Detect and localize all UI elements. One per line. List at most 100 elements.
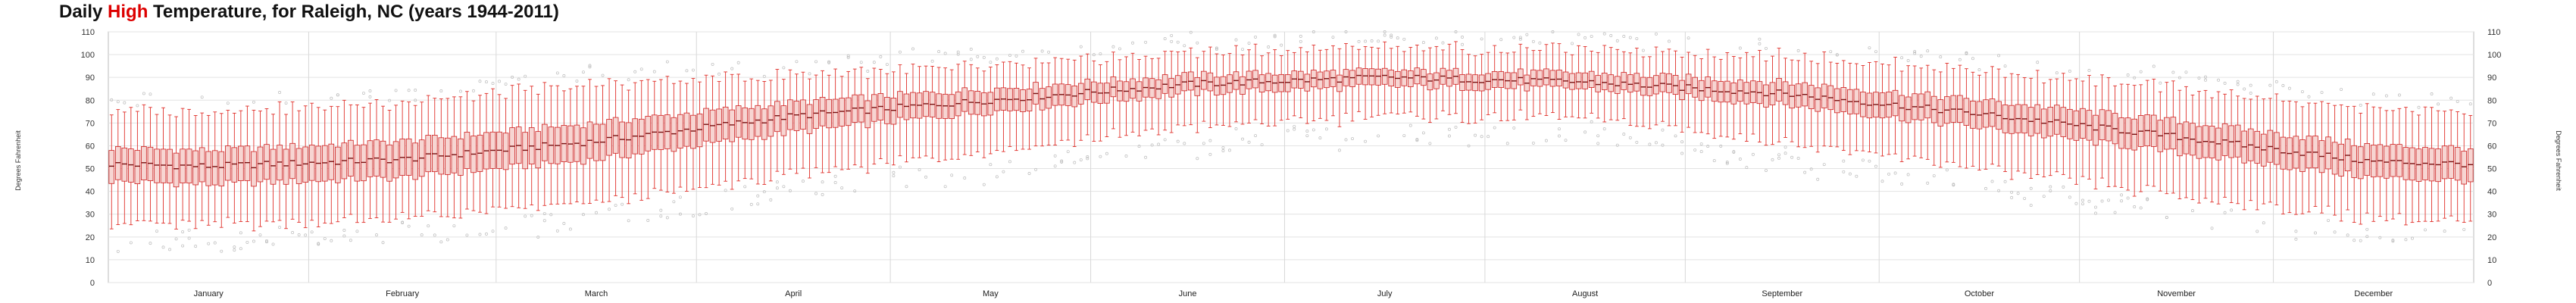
outlier-point — [361, 92, 365, 95]
outlier-point — [1577, 33, 1580, 36]
outlier-point — [1247, 140, 1251, 144]
outlier-point — [769, 198, 773, 201]
outlier-point — [943, 185, 947, 189]
outlier-point — [898, 165, 902, 169]
outlier-point — [756, 202, 760, 206]
outlier-point — [1738, 46, 1742, 50]
outlier-point — [2036, 61, 2040, 64]
outlier-point — [1609, 34, 1613, 37]
outlier-point — [1189, 30, 1193, 34]
title-highlight: High — [108, 2, 148, 22]
outlier-point — [1990, 180, 1994, 183]
box — [890, 98, 897, 125]
outlier-point — [2126, 73, 2130, 77]
outlier-point — [659, 208, 663, 212]
outlier-point — [2094, 211, 2097, 215]
outlier-point — [1002, 170, 1005, 173]
outlier-point — [1518, 36, 1522, 39]
outlier-point — [885, 63, 889, 66]
outlier-point — [265, 239, 268, 242]
month-label: January — [194, 289, 224, 298]
outlier-point — [2378, 236, 2382, 239]
outlier-point — [342, 229, 346, 232]
outlier-point — [1758, 42, 1762, 45]
outlier-point — [1796, 156, 1800, 160]
box — [1608, 74, 1615, 92]
box — [1633, 73, 1640, 92]
outlier-point — [1221, 149, 1225, 152]
box — [1575, 72, 1582, 89]
outlier-point — [375, 233, 378, 237]
outlier-point — [1571, 42, 1574, 45]
outlier-point — [245, 240, 249, 244]
outlier-point — [2042, 195, 2046, 198]
month-label: February — [386, 289, 420, 298]
outlier-point — [1086, 155, 1089, 158]
outlier-point — [1984, 186, 1987, 190]
outlier-point — [1777, 156, 1780, 160]
outlier-point — [1913, 52, 1917, 55]
outlier-point — [989, 61, 993, 64]
outlier-point — [678, 195, 682, 199]
y-tick-label-right: 40 — [2487, 188, 2496, 197]
box — [205, 151, 212, 186]
box — [845, 97, 852, 127]
outlier-point — [1558, 127, 1561, 131]
outlier-point — [814, 192, 818, 195]
outlier-point — [840, 186, 844, 189]
outlier-point — [1364, 39, 1368, 43]
outlier-point — [1215, 46, 1218, 50]
box — [141, 146, 147, 180]
outlier-point — [1628, 136, 1632, 139]
outlier-point — [1299, 39, 1302, 43]
outlier-point — [2417, 105, 2421, 109]
box — [826, 98, 832, 129]
outlier-point — [2029, 186, 2033, 190]
outlier-point — [174, 237, 178, 241]
box — [1685, 73, 1692, 95]
outlier-point — [1305, 134, 1309, 138]
outlier-point — [982, 183, 986, 186]
y-tick-label-left: 70 — [86, 119, 95, 128]
outlier-point — [2462, 227, 2466, 231]
outlier-point — [1615, 143, 1619, 147]
outlier-point — [1299, 34, 1302, 38]
outlier-point — [1234, 127, 1238, 130]
box — [1705, 77, 1712, 98]
outlier-point — [1377, 39, 1380, 43]
box — [211, 150, 218, 186]
outlier-point — [1234, 38, 1238, 42]
outlier-point — [1712, 159, 1716, 163]
outlier-point — [736, 61, 740, 64]
box — [2467, 148, 2474, 183]
outlier-point — [1351, 137, 1354, 140]
outlier-point — [1228, 148, 1231, 152]
box — [690, 114, 696, 149]
outlier-point — [2107, 198, 2111, 202]
outlier-point — [1512, 126, 1516, 130]
outlier-point — [1131, 41, 1134, 45]
outlier-point — [652, 70, 656, 73]
outlier-point — [665, 216, 669, 220]
outlier-point — [1176, 40, 1180, 44]
outlier-point — [368, 89, 372, 92]
box — [793, 101, 800, 131]
box — [1355, 67, 1362, 85]
outlier-point — [808, 72, 811, 76]
box — [270, 148, 277, 185]
outlier-point — [1390, 33, 1393, 37]
outlier-point — [1396, 36, 1399, 40]
outlier-point — [782, 66, 786, 70]
outlier-point — [588, 64, 592, 67]
outlier-point — [161, 245, 165, 249]
outlier-point — [511, 75, 514, 79]
outlier-point — [821, 192, 824, 196]
outlier-point — [833, 180, 837, 184]
outlier-point — [892, 174, 896, 178]
outlier-point — [1661, 143, 1665, 147]
outlier-point — [1331, 36, 1335, 39]
outlier-point — [2197, 77, 2201, 80]
y-tick-label-left: 110 — [81, 28, 95, 37]
outlier-point — [1590, 35, 1593, 38]
outlier-point — [898, 50, 902, 54]
